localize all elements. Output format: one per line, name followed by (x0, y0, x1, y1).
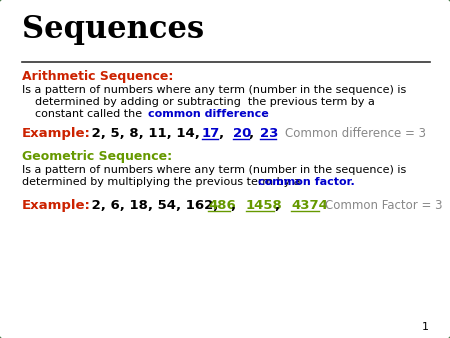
Text: ,: , (248, 127, 253, 140)
Text: .: . (263, 109, 266, 119)
Text: ,: , (218, 127, 223, 140)
Text: 4374: 4374 (291, 199, 328, 212)
Text: 1458: 1458 (246, 199, 283, 212)
Text: 1: 1 (422, 322, 429, 332)
Text: constant called the: constant called the (35, 109, 146, 119)
Text: ,: , (274, 199, 279, 212)
Text: Arithmetic Sequence:: Arithmetic Sequence: (22, 70, 173, 83)
Text: 20: 20 (233, 127, 252, 140)
Text: determined by multiplying the previous term by a: determined by multiplying the previous t… (22, 177, 304, 187)
Text: Example:: Example: (22, 199, 91, 212)
Text: Example:: Example: (22, 127, 91, 140)
Text: Sequences: Sequences (22, 14, 204, 45)
Text: ,: , (230, 199, 235, 212)
Text: 17: 17 (202, 127, 220, 140)
Text: Common Factor = 3: Common Factor = 3 (325, 199, 442, 212)
Text: common factor.: common factor. (258, 177, 355, 187)
Text: determined by adding or subtracting  the previous term by a: determined by adding or subtracting the … (35, 97, 375, 107)
Text: Is a pattern of numbers where any term (number in the sequence) is: Is a pattern of numbers where any term (… (22, 165, 406, 175)
Text: 486: 486 (208, 199, 236, 212)
Text: 2, 5, 8, 11, 14,: 2, 5, 8, 11, 14, (87, 127, 200, 140)
Text: Geometric Sequence:: Geometric Sequence: (22, 150, 172, 163)
Text: Common difference = 3: Common difference = 3 (285, 127, 426, 140)
Text: Is a pattern of numbers where any term (number in the sequence) is: Is a pattern of numbers where any term (… (22, 85, 406, 95)
Text: 23: 23 (260, 127, 279, 140)
Text: common difference: common difference (148, 109, 269, 119)
Text: 2, 6, 18, 54, 162,: 2, 6, 18, 54, 162, (87, 199, 218, 212)
